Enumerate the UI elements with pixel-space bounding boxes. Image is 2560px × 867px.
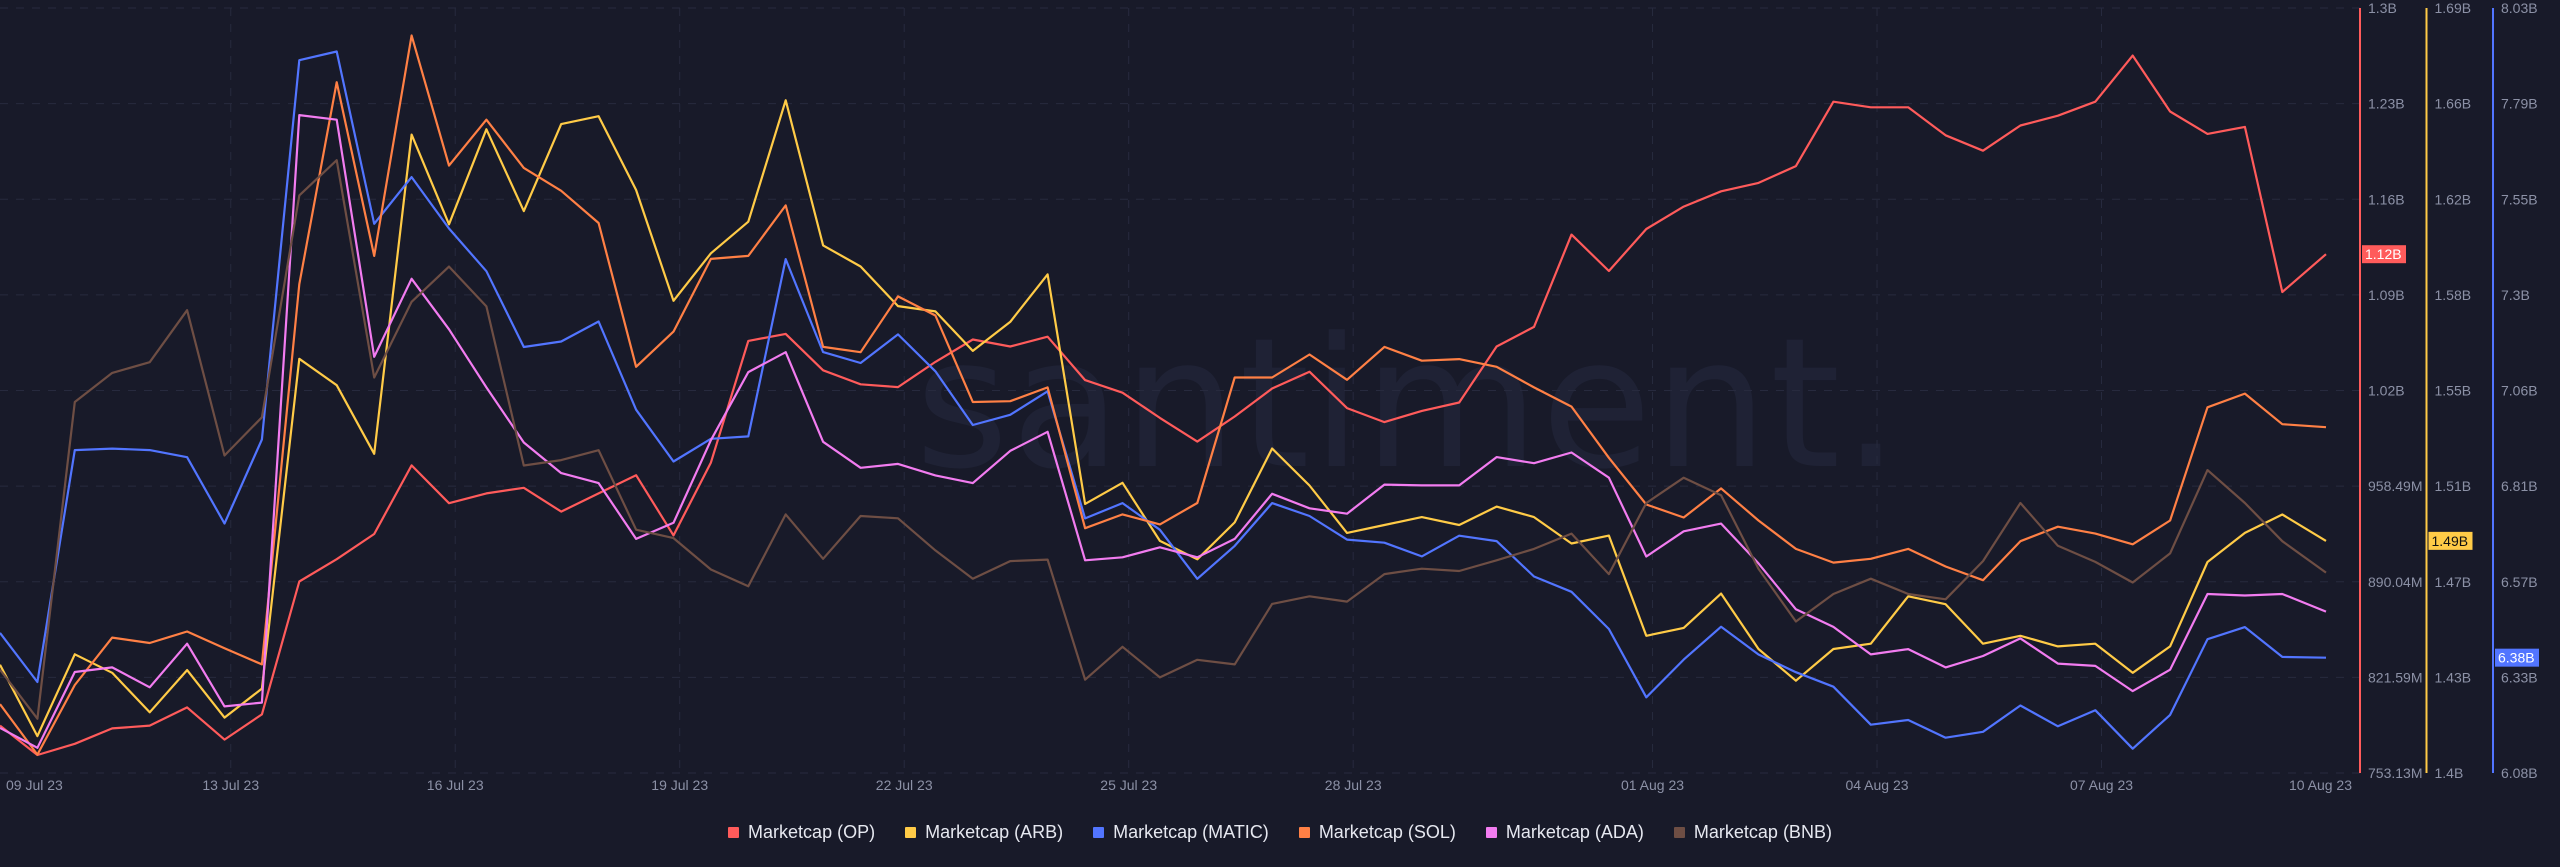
arb-axis-tick-label: 1.55B [2435, 383, 2472, 399]
legend-swatch [1093, 827, 1105, 838]
matic-axis-tick-label: 8.03B [2501, 0, 2538, 16]
op-axis-tick-label: 1.3B [2368, 0, 2397, 16]
legend-swatch [728, 827, 740, 838]
legend-swatch [1298, 827, 1310, 838]
legend-item-ada[interactable]: Marketcap (ADA) [1485, 822, 1644, 843]
x-tick-label: 25 Jul 23 [1100, 777, 1157, 793]
op-axis-tick-label: 1.16B [2368, 191, 2405, 207]
legend-label: Marketcap (BNB) [1693, 822, 1832, 842]
op-value-badge-label: 1.12B [2365, 246, 2402, 262]
x-tick-label: 22 Jul 23 [876, 777, 933, 793]
op-axis-tick-label: 1.23B [2368, 96, 2405, 112]
op-value-badge [2362, 245, 2406, 264]
legend: Marketcap (OP) Marketcap (ARB) Marketcap… [0, 822, 2560, 843]
arb-axis-tick-label: 1.62B [2435, 191, 2472, 207]
legend-item-bnb[interactable]: Marketcap (BNB) [1673, 822, 1832, 843]
series-line-marketcap-ada [0, 113, 2327, 749]
x-tick-label: 09 Jul 23 [6, 777, 63, 793]
legend-label: Marketcap (ARB) [925, 822, 1064, 842]
x-tick-label: 19 Jul 23 [651, 777, 708, 793]
arb-axis-tick-label: 1.66B [2435, 96, 2472, 112]
op-axis-tick-label: 1.02B [2368, 383, 2405, 399]
legend-swatch [1485, 827, 1497, 838]
legend-label: Marketcap (OP) [748, 822, 876, 842]
arb-axis-tick-label: 1.47B [2435, 574, 2472, 590]
x-tick-label: 28 Jul 23 [1325, 777, 1382, 793]
x-tick-label: 13 Jul 23 [202, 777, 259, 793]
arb-axis-tick-label: 1.69B [2435, 0, 2472, 16]
legend-item-matic[interactable]: Marketcap (MATIC) [1093, 822, 1269, 843]
matic-axis-tick-label: 7.3B [2501, 287, 2530, 303]
legend-label: Marketcap (ADA) [1505, 822, 1644, 842]
series-line-marketcap-arb [0, 99, 2327, 738]
legend-label: Marketcap (MATIC) [1113, 822, 1269, 842]
arb-axis-tick-label: 1.51B [2435, 478, 2472, 494]
matic-value-badge-label: 6.38B [2498, 650, 2535, 666]
x-tick-label: 16 Jul 23 [427, 777, 484, 793]
matic-axis-tick-label: 6.33B [2501, 669, 2538, 685]
series-lines [0, 34, 2327, 757]
matic-axis-tick-label: 6.08B [2501, 765, 2538, 781]
legend-item-op[interactable]: Marketcap (OP) [728, 822, 875, 843]
matic-axis-tick-label: 6.57B [2501, 574, 2538, 590]
arb-axis-tick-label: 1.43B [2435, 669, 2472, 685]
x-tick-label: 07 Aug 23 [2070, 777, 2133, 793]
op-axis-tick-label: 1.09B [2368, 287, 2405, 303]
matic-axis-tick-label: 7.79B [2501, 96, 2538, 112]
series-line-marketcap-matic [0, 50, 2327, 750]
arb-axis-tick-label: 1.4B [2435, 765, 2464, 781]
series-line-marketcap-op [0, 54, 2327, 757]
legend-swatch [905, 827, 917, 838]
matic-axis-tick-label: 7.06B [2501, 383, 2538, 399]
op-axis-tick-label: 958.49M [2368, 478, 2422, 494]
op-axis-tick-label: 821.59M [2368, 669, 2422, 685]
series-line-marketcap-bnb [0, 159, 2327, 720]
arb-axis-tick-label: 1.58B [2435, 287, 2472, 303]
series-line-marketcap-sol [0, 34, 2327, 756]
matic-value-badge [2495, 648, 2539, 667]
arb-value-badge [2428, 531, 2473, 550]
legend-item-sol[interactable]: Marketcap (SOL) [1298, 822, 1456, 843]
op-axis-tick-label: 890.04M [2368, 574, 2422, 590]
x-tick-label: 10 Aug 23 [2289, 777, 2352, 793]
legend-item-arb[interactable]: Marketcap (ARB) [905, 822, 1063, 843]
x-axis: 09 Jul 23 13 Jul 23 16 Jul 23 19 Jul 23 22 J… [6, 777, 2352, 793]
matic-axis-tick-label: 7.55B [2501, 191, 2538, 207]
x-tick-label: 04 Aug 23 [1845, 777, 1908, 793]
y-axes: 1.3B 1.23B 1.16B 1.09B 1.02B 958.49M 890.04M 82… [2359, 0, 2539, 781]
legend-label: Marketcap (SOL) [1318, 822, 1456, 842]
x-tick-label: 01 Aug 23 [1621, 777, 1684, 793]
legend-swatch [1673, 827, 1685, 838]
op-axis-tick-label: 753.13M [2368, 765, 2422, 781]
arb-value-badge-label: 1.49B [2432, 533, 2469, 549]
grid [0, 7, 2360, 774]
matic-axis-tick-label: 6.81B [2501, 478, 2538, 494]
